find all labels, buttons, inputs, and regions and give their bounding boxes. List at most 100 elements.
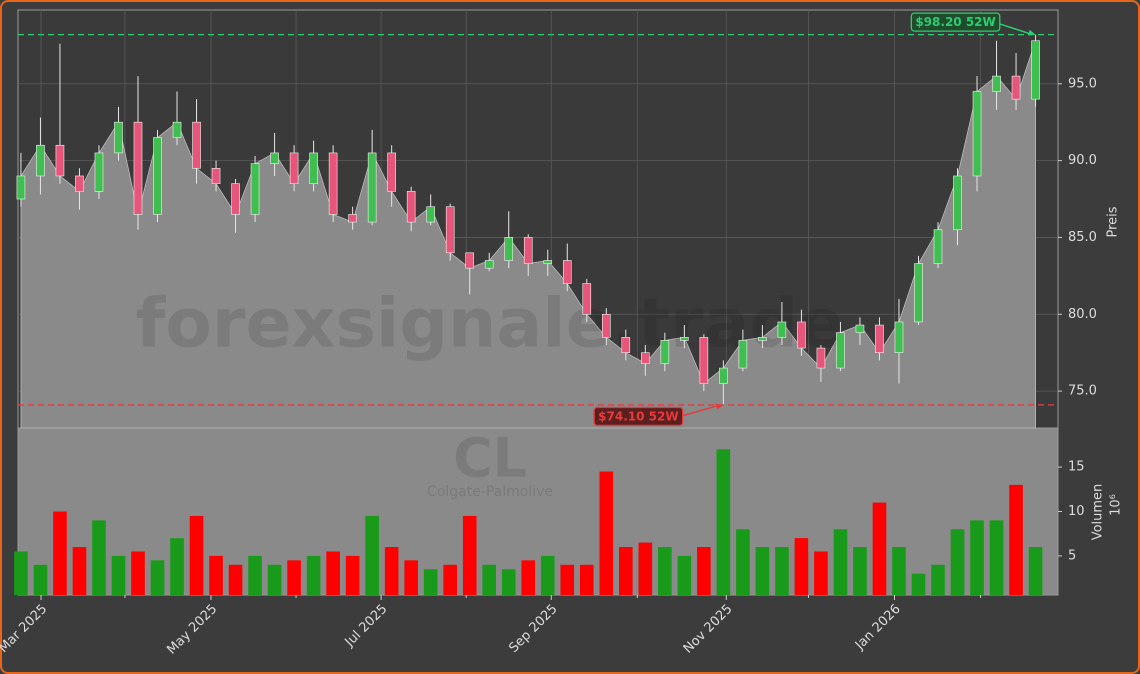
candle-body: [894, 321, 904, 353]
volume-bar: [599, 471, 614, 595]
volume-bar: [443, 564, 457, 595]
x-tick-label: Jan 2026: [852, 602, 904, 654]
volume-bar: [326, 551, 340, 595]
y-tick-label: 95.0: [1068, 76, 1097, 91]
y-tick-label: 85.0: [1068, 230, 1097, 245]
volume-bar: [970, 520, 984, 595]
candle-body: [777, 321, 787, 338]
candle-body: [797, 321, 806, 349]
arrow-head: [715, 403, 724, 410]
candle-body: [914, 263, 923, 323]
candle-body: [660, 340, 670, 364]
volume-bar: [1009, 484, 1023, 595]
candle-body: [426, 206, 435, 223]
volume-bar: [950, 529, 965, 595]
x-tick-label: Jul 2025: [342, 602, 391, 651]
volume-bar: [248, 555, 262, 595]
candle-body: [641, 352, 650, 364]
volume-bar: [560, 564, 575, 595]
annotation-label: $98.20 52W: [915, 15, 995, 29]
candle-body: [855, 324, 865, 334]
candle-body: [758, 337, 767, 341]
candle-body: [1031, 40, 1040, 100]
volume-bar: [170, 538, 184, 595]
candle-body: [738, 340, 748, 369]
volume-bar: [521, 560, 536, 595]
volume-bar: [131, 551, 145, 595]
volume-bar: [189, 515, 204, 595]
candle-body: [601, 313, 611, 338]
candle-body: [250, 163, 260, 215]
candle-body: [445, 206, 455, 254]
candle-body: [367, 152, 377, 223]
candle-body: [348, 214, 357, 223]
candle-body: [211, 167, 221, 184]
candle-body: [582, 283, 592, 315]
volume-bar: [404, 560, 418, 595]
candle-body: [270, 152, 279, 164]
volume-bar: [53, 511, 67, 595]
candle-body: [94, 152, 104, 192]
candle-body: [133, 121, 143, 215]
volume-bar: [228, 564, 243, 595]
annotation-arrow: [678, 404, 721, 418]
candle-body: [680, 337, 689, 341]
candle-body: [114, 121, 123, 154]
volume-bar: [853, 547, 867, 595]
candle-body: [699, 337, 709, 384]
y-axis-label: Preis: [1106, 206, 1121, 237]
volume-bar: [345, 555, 360, 595]
volume-bar: [697, 547, 711, 595]
candle-body: [933, 229, 943, 264]
volume-bar: [365, 515, 379, 595]
candle-body: [465, 252, 475, 269]
candle-body: [328, 152, 338, 215]
volume-bar: [33, 564, 48, 595]
candle-body: [621, 337, 631, 353]
x-tick-label: May 2025: [164, 602, 220, 658]
candle-body: [836, 332, 845, 369]
volume-bar: [267, 564, 282, 595]
y-tick-label: 75.0: [1068, 384, 1097, 399]
volume-bar: [814, 551, 828, 595]
candle-body: [55, 144, 65, 177]
volume-bar: [911, 573, 926, 595]
y-tick-label: 90.0: [1068, 153, 1097, 168]
candle-body: [36, 144, 45, 177]
candle-body: [992, 75, 1001, 92]
candle-body: [972, 91, 982, 177]
volume-bar: [540, 555, 555, 595]
y-tick-label: 10: [1068, 504, 1085, 519]
annotation-arrow: [995, 21, 1033, 36]
volume-bar: [989, 520, 1004, 595]
volume-bar: [482, 564, 497, 595]
candle-body: [523, 237, 533, 264]
volume-bar: [755, 547, 770, 595]
volume-bar: [150, 560, 165, 595]
x-tick-label: Sep 2025: [506, 602, 560, 656]
candle-body: [406, 191, 416, 223]
x-tick-label: Mar 2025: [0, 602, 50, 656]
candle-body: [289, 152, 299, 184]
volume-bar: [72, 547, 87, 595]
volume-bar: [716, 449, 731, 595]
watermark: CL: [453, 427, 527, 490]
volume-bar: [833, 529, 848, 595]
candle-body: [504, 237, 514, 261]
y-tick-label: 15: [1068, 460, 1085, 475]
volume-bar: [619, 547, 633, 595]
volume-bar: [384, 547, 399, 595]
candle-body: [543, 260, 553, 264]
volume-bar: [92, 520, 106, 595]
arrow-head: [1027, 29, 1036, 36]
volume-bar: [775, 547, 789, 595]
candle-body: [387, 152, 396, 192]
volume-bar: [462, 515, 477, 595]
volume-bar: [111, 555, 126, 595]
candle-body: [75, 175, 84, 192]
volume-bar: [501, 569, 516, 595]
candle-body: [875, 324, 884, 353]
